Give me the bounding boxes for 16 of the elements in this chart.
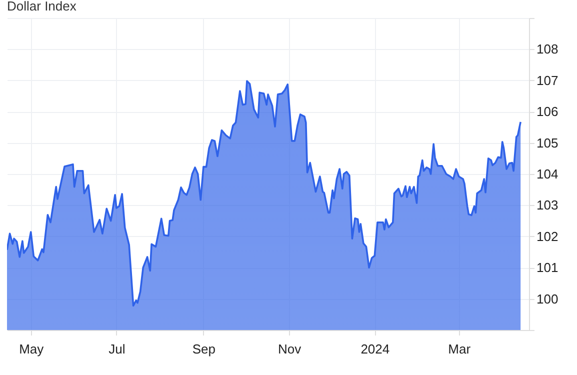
x-tick-label: Sep xyxy=(192,342,216,356)
x-tick-label: 2024 xyxy=(360,342,390,356)
y-tick-label: 100 xyxy=(536,291,558,306)
y-tick-label: 108 xyxy=(536,42,558,57)
x-tick-label: May xyxy=(19,342,44,356)
x-tick-label: Jul xyxy=(108,342,126,356)
y-tick-label: 101 xyxy=(536,260,558,276)
y-tick-label: 102 xyxy=(536,228,558,244)
y-tick-label: 107 xyxy=(536,72,558,88)
y-tick-label: 106 xyxy=(536,104,558,120)
y-tick-label: 103 xyxy=(536,198,558,213)
y-tick-label: 104 xyxy=(536,166,558,182)
x-tick-label: Mar xyxy=(448,342,472,356)
x-tick-label: Nov xyxy=(278,342,302,356)
chart-title: Dollar Index xyxy=(7,0,77,14)
y-tick-label: 105 xyxy=(536,135,558,150)
